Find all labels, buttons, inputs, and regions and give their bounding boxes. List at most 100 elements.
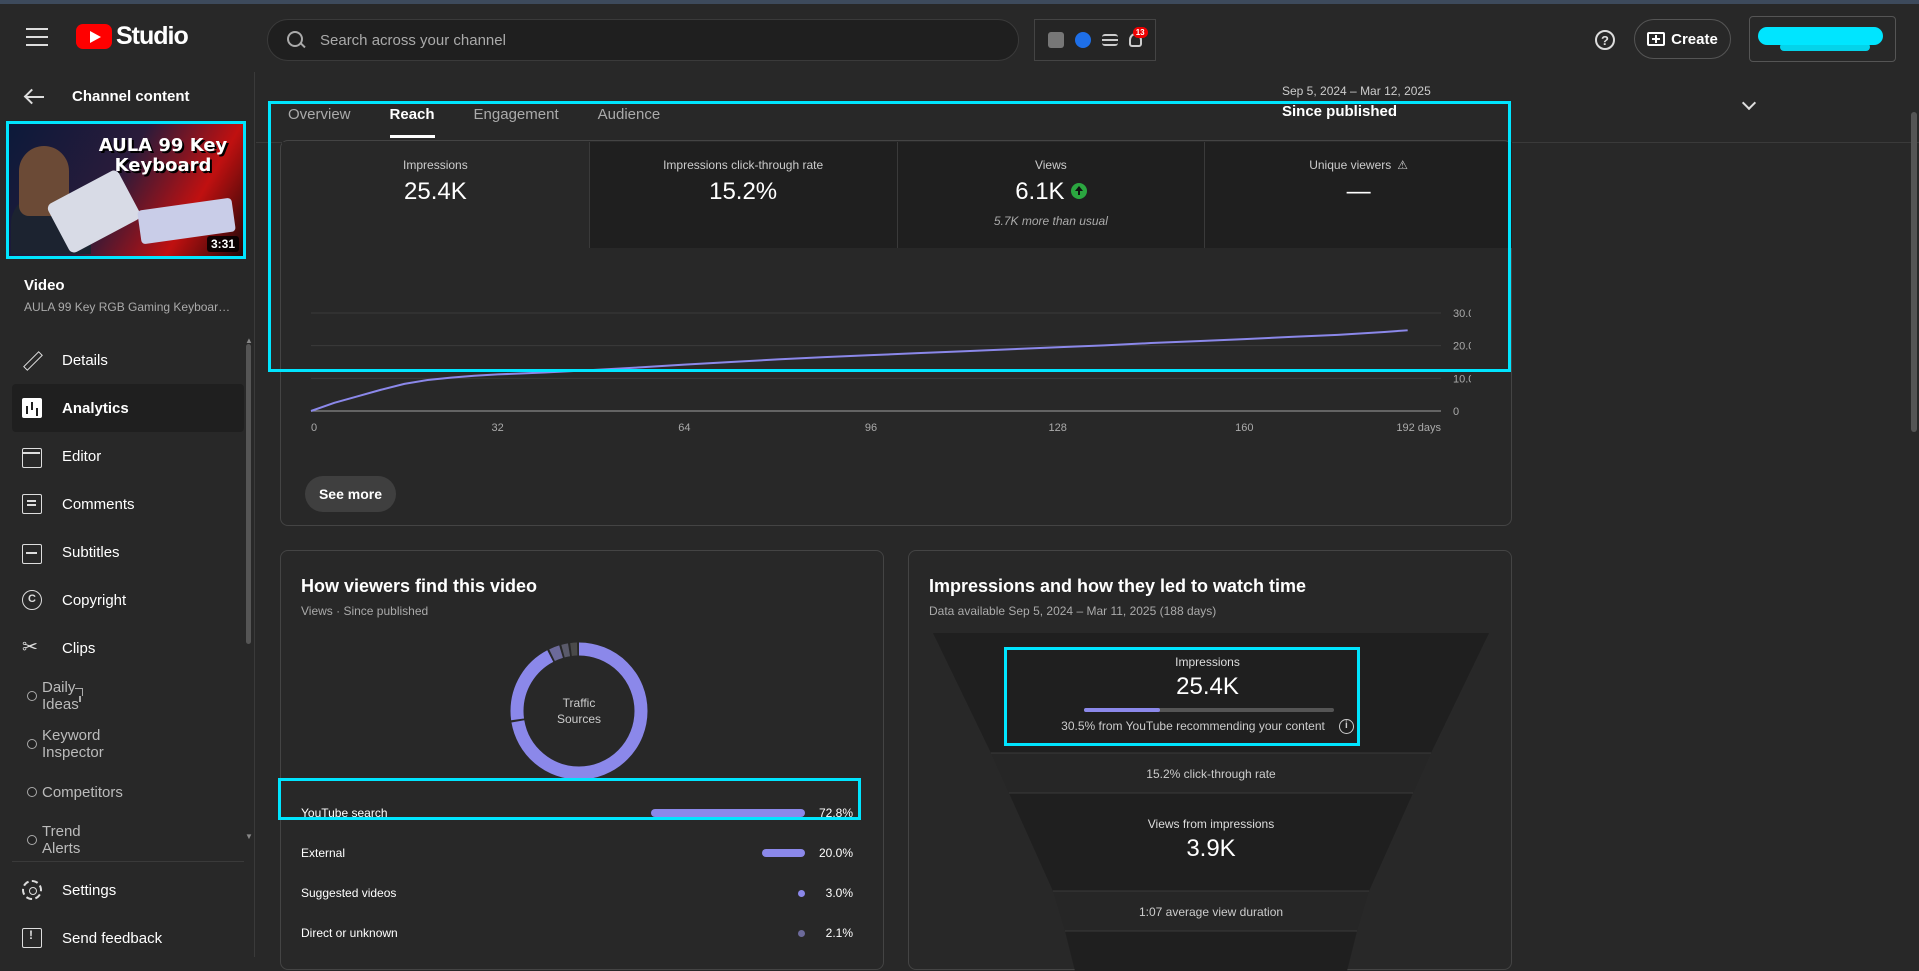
thumbnail-title: AULA 99 Key Keyboard <box>93 136 233 176</box>
source-name: YouTube search <box>301 806 388 820</box>
card-title: Impressions and how they led to watch ti… <box>929 576 1307 596</box>
x-tick-label: 64 <box>678 422 690 434</box>
sidebar-item-analytics[interactable]: Analytics <box>12 384 244 432</box>
sidebar-item-label: Send feedback <box>62 929 163 947</box>
vidiq-extension-icon[interactable] <box>1075 32 1092 48</box>
gear-icon <box>22 880 42 900</box>
metric-impressions[interactable]: Impressions 25.4K <box>282 142 590 248</box>
tab-engagement[interactable]: Engagement <box>473 106 559 123</box>
metric-ctr[interactable]: Impressions click-through rate 15.2% <box>589 142 898 248</box>
tab-audience[interactable]: Audience <box>597 106 661 123</box>
sidebar-item-label: Trend Alerts <box>42 823 81 857</box>
sidebar-item-clips[interactable]: Clips <box>12 624 244 672</box>
video-duration: 3:31 <box>206 236 239 252</box>
create-button[interactable]: Create <box>1634 19 1731 59</box>
metric-label: Impressions <box>403 158 468 172</box>
extension-toolbar: 13 <box>1034 19 1156 61</box>
sidebar-item-settings[interactable]: Settings <box>12 866 244 914</box>
sidebar-scrollbar[interactable] <box>246 344 251 644</box>
sidebar-item-keyword-inspector[interactable]: Keyword Inspector <box>12 720 104 768</box>
main-content: Overview Reach Engagement Audience Sep 5… <box>256 72 1919 971</box>
sidebar-item-subtitles[interactable]: Subtitles <box>12 528 244 576</box>
metric-label: Unique viewers <box>1309 158 1392 172</box>
open-external-icon <box>74 688 83 702</box>
search-input[interactable] <box>320 31 1000 49</box>
tab-overview[interactable]: Overview <box>288 106 351 123</box>
app-header: Studio 13 ? Create <box>0 4 1919 72</box>
see-more-button[interactable]: See more <box>305 476 396 512</box>
thumbnail-title-line2: Keyboard <box>114 155 212 176</box>
thumbnail-title-line1: AULA 99 Key <box>98 135 228 156</box>
metric-value: 6.1K <box>1015 178 1065 205</box>
x-tick-label: 96 <box>865 422 877 434</box>
back-label: Channel content <box>72 88 190 105</box>
editor-icon <box>22 448 42 468</box>
info-icon[interactable]: i <box>1338 719 1354 735</box>
scroll-up-arrow-icon[interactable]: ▲ <box>245 336 253 345</box>
sidebar-item-label: Clips <box>62 639 96 657</box>
sidebar-item-daily-ideas[interactable]: Daily Ideas <box>12 672 83 720</box>
back-to-channel-content[interactable]: Channel content <box>26 88 190 105</box>
x-tick-label: 192 days <box>1396 422 1441 434</box>
funnel-impressions[interactable]: Impressions 25.4K 30.5% from YouTube rec… <box>1031 647 1384 740</box>
search-bar[interactable] <box>267 19 1019 61</box>
subtitles-icon <box>22 544 42 564</box>
impressions-series-line[interactable] <box>310 329 1408 412</box>
stats-extension-icon[interactable] <box>1048 32 1065 48</box>
date-range: Sep 5, 2024 – Mar 12, 2025 <box>1282 84 1431 98</box>
list-extension-icon[interactable] <box>1101 34 1118 46</box>
sidebar-item-editor[interactable]: Editor <box>12 432 244 480</box>
traffic-donut[interactable]: Traffic Sources <box>509 641 649 781</box>
funnel-views-from-impressions[interactable]: Views from impressions 3.9K <box>933 817 1489 863</box>
recommend-progress-bar <box>1084 708 1334 712</box>
y-tick-label: 10.0K <box>1453 373 1471 385</box>
traffic-source-row-external[interactable]: External 20.0% <box>281 833 885 873</box>
sidebar-item-details[interactable]: Details <box>12 336 244 384</box>
x-tick-label: 32 <box>492 422 504 434</box>
analytics-icon <box>22 398 42 418</box>
trophy-extension-icon[interactable]: 13 <box>1128 27 1148 47</box>
traffic-source-row-direct-unknown[interactable]: Direct or unknown 2.1% <box>281 913 885 953</box>
x-tick-label: 160 <box>1235 422 1253 434</box>
impressions-funnel-card: Impressions and how they led to watch ti… <box>908 550 1512 971</box>
studio-logo[interactable]: Studio <box>76 22 189 51</box>
metric-views[interactable]: Views 6.1K 5.7K more than usual <box>897 142 1206 248</box>
donut-center-label: Traffic Sources <box>509 641 649 781</box>
pencil-icon <box>22 350 42 370</box>
menu-icon[interactable] <box>26 28 48 46</box>
donut-label-line1: Traffic <box>562 696 596 710</box>
back-arrow-icon <box>26 95 44 98</box>
video-name: AULA 99 Key RGB Gaming Keyboard... <box>24 300 234 314</box>
reach-card: Impressions 25.4K Impressions click-thro… <box>280 140 1512 526</box>
metric-value: 25.4K <box>404 178 467 205</box>
x-tick-label: 0 <box>311 422 317 434</box>
donut-slice[interactable] <box>510 642 648 780</box>
source-dot <box>798 930 805 937</box>
sidebar-item-comments[interactable]: Comments <box>12 480 244 528</box>
sidebar-item-trend-alerts[interactable]: Trend Alerts <box>12 816 81 864</box>
trend-up-icon <box>1070 182 1087 199</box>
donut-slice[interactable] <box>510 642 648 780</box>
sidebar-item-send-feedback[interactable]: Send feedback <box>12 914 244 962</box>
video-thumbnail[interactable]: AULA 99 Key Keyboard 3:31 <box>6 121 246 259</box>
account-switcher[interactable] <box>1749 16 1896 62</box>
sidebar-item-competitors[interactable]: Competitors <box>12 768 123 816</box>
youtube-play-icon <box>76 24 112 49</box>
help-icon[interactable]: ? <box>1595 30 1615 50</box>
create-icon <box>1647 32 1666 46</box>
main-scrollbar[interactable] <box>1911 112 1917 432</box>
source-name: External <box>301 846 346 860</box>
tab-reach[interactable]: Reach <box>389 106 435 138</box>
logo-text: Studio <box>116 22 189 50</box>
sidebar-item-copyright[interactable]: C Copyright <box>12 576 244 624</box>
date-preset: Since published <box>1282 103 1398 120</box>
traffic-source-row-youtube-search[interactable]: YouTube search 72.8% <box>281 793 885 833</box>
date-range-picker[interactable]: Sep 5, 2024 – Mar 12, 2025 Since publish… <box>1282 84 1762 120</box>
sidebar-item-label: Keyword Inspector <box>42 727 104 761</box>
video-label: Video <box>24 277 65 294</box>
scissors-icon <box>22 636 42 658</box>
redacted-account-detail <box>1780 43 1870 51</box>
traffic-source-row-suggested-videos[interactable]: Suggested videos 3.0% <box>281 873 885 913</box>
metric-unique-viewers[interactable]: Unique viewers ⚠ — <box>1205 142 1512 248</box>
scroll-down-arrow-icon[interactable]: ▼ <box>245 832 253 841</box>
